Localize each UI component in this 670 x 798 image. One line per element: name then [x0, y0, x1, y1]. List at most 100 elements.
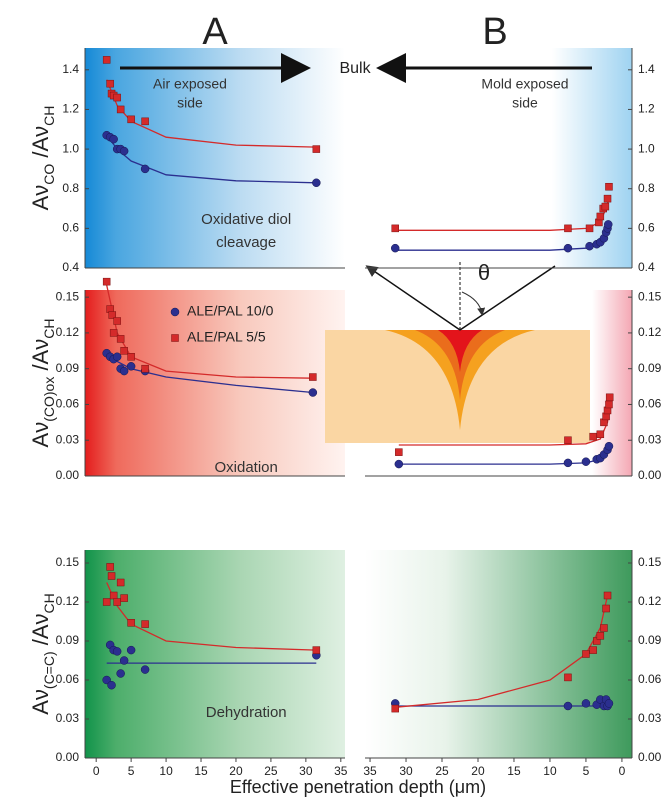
x-tick-label: 30 — [399, 764, 413, 778]
data-point — [126, 645, 136, 655]
y-axis-title-part: Aν — [28, 185, 53, 211]
data-point — [141, 364, 149, 373]
data-point — [140, 665, 150, 674]
data-point — [581, 699, 591, 708]
beam-in — [459, 265, 556, 331]
x-tick-label: 35 — [334, 764, 348, 778]
y-tick-label: 0.00 — [56, 468, 80, 482]
y-tick-label: 0.12 — [638, 325, 662, 339]
data-point — [603, 591, 612, 600]
data-point — [120, 347, 128, 355]
x-tick-label: 20 — [471, 764, 485, 778]
data-point — [596, 430, 605, 439]
y-axis-title-part: CH — [41, 106, 57, 126]
x-tick-label: 15 — [507, 764, 521, 778]
panel: 0.4 0.6 0.8 1.0 1.2 1.4 AνCO /AνCH Oxidative di… — [28, 48, 345, 274]
y-tick-label: 1.0 — [638, 141, 655, 155]
panel: 0.00 0.03 0.06 0.09 0.12 0.15 — [365, 289, 662, 482]
mold-label: side — [512, 95, 538, 111]
y-tick-label: 0.03 — [638, 432, 662, 446]
x-tick-label: 25 — [435, 764, 449, 778]
x-tick-label: 15 — [194, 764, 208, 778]
x-tick-label: 10 — [159, 764, 173, 778]
data-point — [601, 202, 610, 211]
cone-inner — [438, 330, 482, 372]
y-tick-label: 0.8 — [62, 181, 79, 195]
data-point — [102, 675, 111, 685]
y-tick-label: 0.09 — [638, 633, 662, 647]
data-point — [116, 105, 125, 114]
data-point — [394, 459, 404, 469]
y-tick-label: 0.06 — [56, 397, 80, 411]
y-tick-label: 0.09 — [638, 361, 662, 375]
data-point — [312, 145, 321, 153]
column-label: B — [482, 11, 507, 53]
fit-line — [398, 410, 610, 446]
y-tick-label: 1.2 — [638, 102, 655, 116]
data-point — [604, 699, 614, 708]
y-tick-label: 0.00 — [56, 750, 80, 764]
fit-line — [395, 595, 609, 708]
data-point — [581, 457, 591, 466]
data-point — [140, 164, 150, 174]
panel-background — [365, 550, 632, 758]
y-tick-label: 0.6 — [638, 221, 655, 235]
panel-note: Oxidative diol — [201, 211, 291, 228]
y-axis-title-part: /Aν — [28, 613, 53, 651]
y-tick-label: 0.09 — [56, 361, 80, 375]
legend-label: ALE/PAL 5/5 — [187, 329, 266, 345]
data-point — [582, 650, 590, 658]
mold-label: Mold exposed — [481, 76, 568, 92]
x-axis-title: Effective penetration depth (μm) — [230, 777, 486, 797]
data-point — [109, 134, 118, 144]
x-tick-label: 5 — [128, 764, 135, 778]
y-axis-title-part: CO — [41, 164, 57, 185]
data-point — [102, 56, 111, 64]
y-axis-title-part: Aν — [28, 422, 53, 448]
data-point — [564, 436, 572, 444]
data-point — [603, 194, 612, 203]
air-label: Air exposed — [153, 76, 227, 92]
panel-note: cleavage — [216, 234, 276, 251]
legend-label: ALE/PAL 10/0 — [187, 303, 274, 319]
data-point — [126, 362, 136, 371]
x-tick-label: 10 — [543, 764, 557, 778]
x-tick-label: 30 — [299, 764, 313, 778]
data-point — [589, 432, 597, 441]
fit-line — [106, 285, 313, 379]
y-tick-label: 0.03 — [56, 711, 80, 725]
data-point — [563, 458, 573, 468]
y-tick-label: 0.12 — [56, 325, 80, 339]
bulk-label: Bulk — [339, 60, 371, 77]
data-point — [112, 352, 122, 362]
data-point — [564, 224, 572, 233]
y-tick-label: 0.09 — [56, 633, 80, 647]
data-point — [563, 701, 573, 711]
y-axis-title-part: (C=C) — [41, 651, 57, 689]
data-point — [108, 311, 117, 319]
data-point — [116, 335, 125, 343]
data-point — [391, 224, 399, 233]
foreground: A B Bulk Air exposed side Mold exposed s… — [28, 11, 662, 797]
y-tick-label: 1.2 — [62, 102, 79, 116]
y-axis-title-part: CH — [41, 593, 57, 613]
panel: 0.00 0.03 0.06 0.09 0.12 0.15 35 30 25 20 15 10 5 0 — [363, 550, 662, 778]
data-point — [395, 448, 403, 456]
y-tick-label: 1.4 — [62, 62, 79, 76]
data-point — [390, 243, 400, 253]
data-point — [585, 241, 594, 251]
data-point — [119, 366, 129, 376]
panel: 0.4 0.6 0.8 1.0 1.2 1.4 — [365, 48, 655, 274]
y-tick-label: 0.00 — [638, 750, 662, 764]
data-point — [564, 673, 572, 682]
y-tick-label: 0.8 — [638, 181, 655, 195]
y-tick-label: 0.03 — [56, 432, 80, 446]
data-point — [116, 669, 125, 678]
y-tick-label: 0.4 — [62, 260, 79, 274]
y-tick-label: 0.15 — [56, 555, 80, 569]
panel-note: Dehydration — [206, 704, 287, 721]
data-point — [602, 604, 610, 613]
theta-label: θ — [478, 260, 490, 285]
data-point — [112, 647, 122, 656]
